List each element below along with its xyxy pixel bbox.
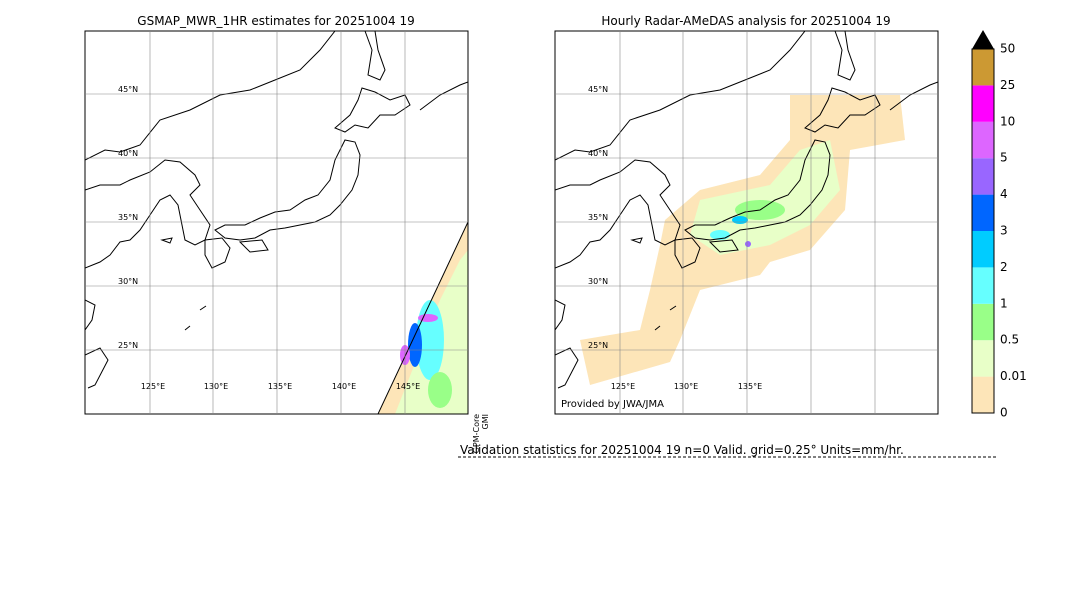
colorbar-label: 2 [1000,260,1008,274]
lat-label: 30°N [588,277,608,286]
map-panel: Hourly Radar-AMeDAS analysis for 2025100… [554,14,939,415]
lat-label: 30°N [118,277,138,286]
swath-edge [377,221,468,414]
colorbar-label: 0.5 [1000,333,1019,347]
colorbar-segment [972,340,994,377]
panel-title: Hourly Radar-AMeDAS analysis for 2025100… [601,14,890,28]
rain-area [745,241,751,247]
colorbar-segment [972,85,994,122]
colorbar-label: 4 [1000,187,1008,201]
colorbar-segment [972,158,994,195]
colorbar-label: 50 [1000,42,1015,56]
credit: Provided by JWA/JMA [561,399,664,410]
colorbar-extend [972,30,994,49]
map-panel: GSMAP_MWR_1HR estimates for 20251004 19 … [84,14,490,453]
colorbar-label: 0 [1000,406,1008,420]
lat-label: 45°N [118,85,138,94]
lon-label: 145°E [396,382,420,391]
colorbar-label: 0.01 [1000,369,1027,383]
colorbar-segment [972,231,994,268]
colorbar-frame [971,48,995,414]
rain-area [408,323,422,367]
lat-label: 45°N [588,85,608,94]
colorbar-segment [972,194,994,231]
colorbar-segment [972,303,994,341]
colorbar-segment [972,267,994,304]
frame [554,30,939,415]
panel-title: GSMAP_MWR_1HR estimates for 20251004 19 [137,14,414,28]
colorbar-label: 3 [1000,224,1008,238]
colorbar-label: 25 [1000,78,1015,92]
rain-area [418,314,438,322]
lon-label: 140°E [332,382,356,391]
validation-text: Validation statistics for 20251004 19 n=… [460,443,904,457]
frame [84,30,469,415]
colorbar-segment [972,49,994,86]
lat-label: 40°N [118,149,138,158]
lat-label: 25°N [118,341,138,350]
lon-label: 135°E [738,382,762,391]
colorbar-segment [972,121,994,159]
lon-label: 135°E [268,382,292,391]
colorbar-label: 5 [1000,151,1008,165]
lat-label: 35°N [118,213,138,222]
lon-label: 130°E [204,382,228,391]
rain-area [428,372,452,408]
lon-label: 125°E [141,382,165,391]
satellite-label: GMI [481,414,490,429]
lon-label: 130°E [674,382,698,391]
satellite-label: GPM-Core [472,414,481,453]
colorbar-label: 10 [1000,114,1015,128]
colorbar-label: 1 [1000,296,1008,310]
lat-label: 25°N [588,341,608,350]
lon-label: 125°E [611,382,635,391]
colorbar-segment [972,376,994,413]
lat-label: 35°N [588,213,608,222]
lat-label: 40°N [588,149,608,158]
rain-area [732,216,748,224]
